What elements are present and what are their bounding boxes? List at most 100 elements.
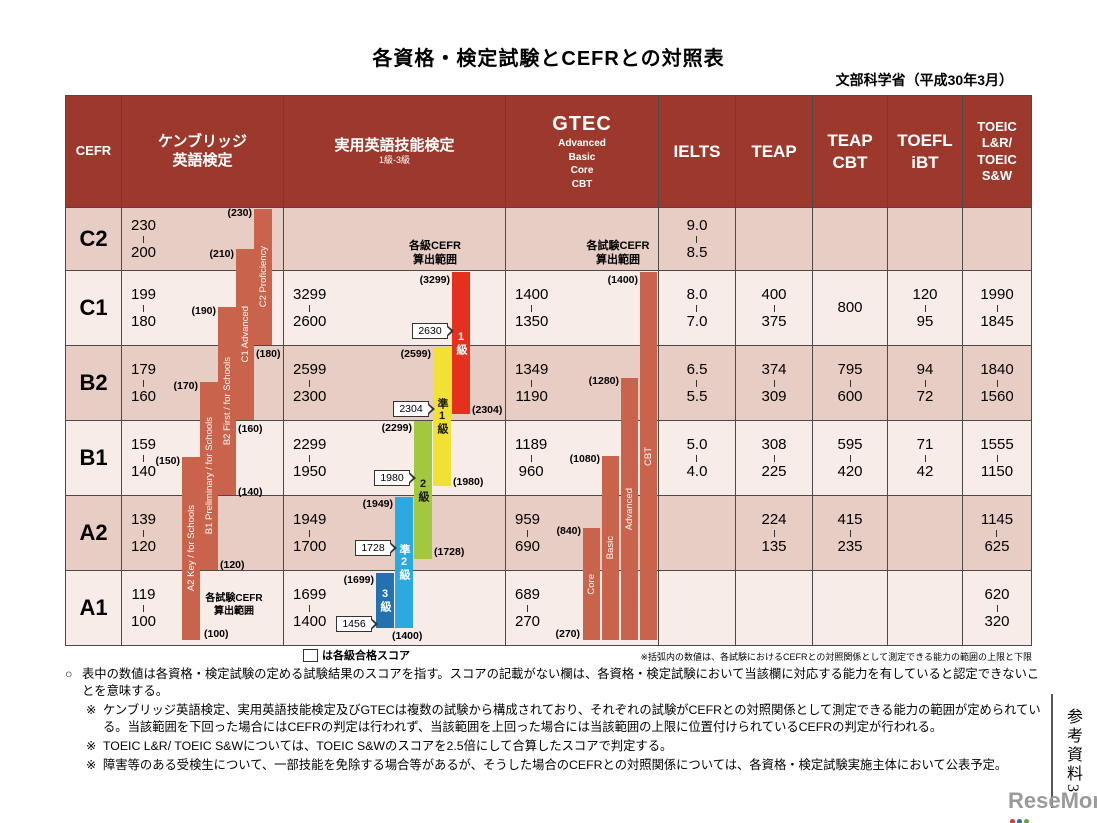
score-separator <box>849 529 851 537</box>
cefr-level-c1: C1 <box>66 271 122 346</box>
cell-c2-ielts: 9.0 8.5 <box>659 208 736 271</box>
cell-b2-toeic: 1840 1560 <box>963 346 1032 421</box>
range-label: (100) <box>204 628 229 640</box>
score-separator <box>143 529 145 537</box>
score-separator <box>849 379 851 387</box>
score-range: 224 135 <box>761 510 787 555</box>
score-range: 230 200 <box>131 216 157 261</box>
eiken-bar-grade1: 1級 <box>452 272 470 414</box>
score-separator <box>143 454 145 462</box>
score-range: 795 600 <box>837 360 863 405</box>
score-separator <box>143 379 145 387</box>
pass-score-box-pre2: 1728 <box>355 540 397 556</box>
score-separator <box>309 529 311 537</box>
range-label: (1699) <box>343 574 374 586</box>
score-range: 374 309 <box>761 360 787 405</box>
score-range: 3299 2600 <box>293 285 327 330</box>
cell-c2-toeic <box>963 208 1032 271</box>
cambridge-bar-b1-preliminary: B1 Preliminary / for Schools <box>200 382 218 570</box>
cell-b1-ielts: 5.0 4.0 <box>659 421 736 496</box>
score-separator <box>531 379 533 387</box>
score-separator <box>531 304 533 312</box>
score-separator <box>773 454 775 462</box>
score-separator <box>309 454 311 462</box>
score-range: 2599 2300 <box>293 360 327 405</box>
cell-b2-ielts: 6.5 5.5 <box>659 346 736 421</box>
source-label: 文部科学省（平成30年3月） <box>835 72 1013 88</box>
gtec-bar-core: Core <box>583 528 600 640</box>
range-label: (1728) <box>434 546 465 558</box>
cell-a1-teap-cbt <box>813 571 888 646</box>
score-range: 1555 1150 <box>980 435 1014 480</box>
cell-c1-gtec: 1400 1350 <box>506 271 659 346</box>
score-separator <box>996 454 998 462</box>
note-1: ○ 表中の数値は各資格・検定試験の定める試験結果のスコアを指す。スコアの記載がない… <box>65 667 1040 698</box>
reference-material-tab: 参考資料3 <box>1051 694 1084 808</box>
note-2: ※ ケンブリッジ英語検定、実用英語技能検定及びGTECは複数の試験から構成されてお… <box>86 702 1041 734</box>
score-range: 179 160 <box>131 360 157 405</box>
cefr-level-b2: B2 <box>66 346 122 421</box>
score-separator <box>696 379 698 387</box>
score-separator <box>996 379 998 387</box>
score-range: 8.0 7.0 <box>686 285 708 330</box>
cambridge-bar-b2-first: B2 First / for Schools <box>218 307 236 495</box>
cefr-level-c2: C2 <box>66 208 122 271</box>
pass-score-box-grade1: 2630 <box>412 323 454 339</box>
cell-a1-toefl <box>888 571 963 646</box>
resemom-logo: ReseMom <box>1008 788 1097 823</box>
range-label: (160) <box>238 423 263 435</box>
score-range: 139 120 <box>131 510 157 555</box>
header-ielts: IELTS <box>659 96 736 208</box>
logo-dot <box>1017 819 1022 823</box>
score-separator <box>773 379 775 387</box>
score-range: 94 72 <box>916 360 934 405</box>
range-label: (140) <box>238 486 263 498</box>
score-range: 415 235 <box>837 510 863 555</box>
header-toeic: TOEIC L&R/TOEIC S&W <box>963 96 1032 208</box>
score-range: 9.0 8.5 <box>686 216 708 261</box>
score-range: 5.0 4.0 <box>686 435 708 480</box>
score-separator <box>773 304 775 312</box>
cell-c1-eiken: 3299 2600 <box>284 271 506 346</box>
score-range: 689 270 <box>515 585 541 630</box>
score-separator <box>696 235 698 243</box>
cell-a1-cambridge: 119 100 <box>122 571 284 646</box>
score-separator <box>143 235 145 243</box>
comparison-table: CEFR ケンブリッジ 英語検定 実用英語技能検定 1級-3級 GTEC Advanc… <box>65 95 1032 646</box>
cell-a2-ielts <box>659 496 736 571</box>
score-range: 71 42 <box>916 435 934 480</box>
footnotes: ○ 表中の数値は各資格・検定試験の定める試験結果のスコアを指す。スコアの記載がない… <box>65 666 1042 776</box>
cell-a1-toeic: 620 320 <box>963 571 1032 646</box>
cell-b2-teap: 374 309 <box>736 346 813 421</box>
cell-c2-gtec <box>506 208 659 271</box>
score-separator <box>309 379 311 387</box>
cambridge-bar-a2-key: A2 Key / for Schools <box>182 457 200 640</box>
page-title: 各資格・検定試験とCEFRとの対照表 <box>372 48 725 70</box>
score-separator <box>924 304 926 312</box>
range-label: (1949) <box>362 498 393 510</box>
range-label: (1080) <box>569 453 600 465</box>
gtec-bar-basic: Basic <box>602 456 619 640</box>
header-cefr: CEFR <box>66 96 122 208</box>
note-3: ※ TOEIC L&R/ TOEIC S&Wについては、TOEIC S&Wのスコア… <box>86 738 673 753</box>
cell-b1-teap-cbt: 595 420 <box>813 421 888 496</box>
score-range: 1349 1190 <box>515 360 549 405</box>
range-label: (190) <box>191 305 216 317</box>
score-range: 2299 1950 <box>293 435 327 480</box>
eiken-bar-grade2: 2級 <box>414 421 432 559</box>
cell-c1-toefl: 120 95 <box>888 271 963 346</box>
score-range: 1990 1845 <box>980 285 1014 330</box>
header-eiken: 実用英語技能検定 1級-3級 <box>284 96 506 208</box>
eiken-range-note: 各級CEFR 算出範囲 <box>409 240 461 267</box>
range-label: (2599) <box>400 348 431 360</box>
legend-box-icon <box>303 648 318 662</box>
cambridge-range-note: 各試験CEFR 算出範囲 <box>205 593 263 617</box>
cambridge-bar-c2-proficiency: C2 Proficiency <box>254 209 272 345</box>
cell-a1-teap <box>736 571 813 646</box>
cell-a2-toefl <box>888 496 963 571</box>
cell-b1-eiken: 2299 1950 <box>284 421 506 496</box>
cell-c1-ielts: 8.0 7.0 <box>659 271 736 346</box>
range-label: (1280) <box>588 375 619 387</box>
header-teap-cbt: TEAP CBT <box>813 96 888 208</box>
range-label: (1400) <box>607 274 638 286</box>
